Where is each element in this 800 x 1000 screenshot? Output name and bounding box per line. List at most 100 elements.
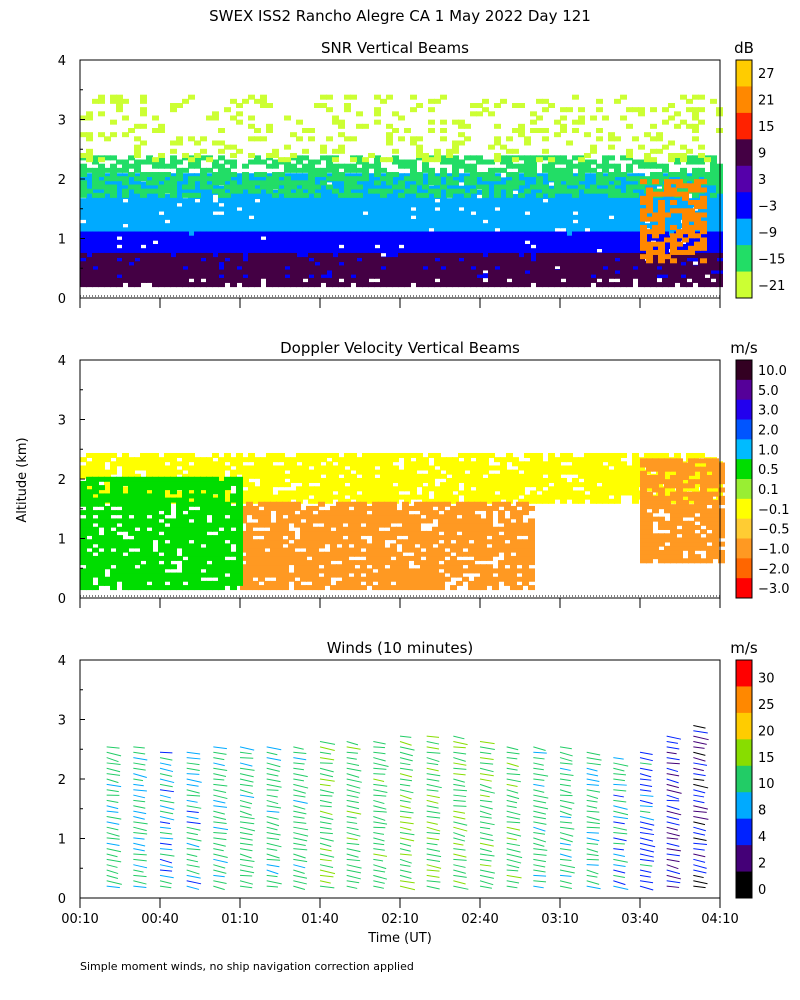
snr-cell <box>254 136 261 142</box>
snr-cell <box>416 235 423 241</box>
snr-cell <box>200 244 207 250</box>
doppler-cell <box>212 473 219 479</box>
snr-cell <box>272 159 279 165</box>
snr-cell <box>104 136 111 142</box>
snr-cell <box>662 206 669 212</box>
snr-cell <box>452 269 459 275</box>
snr-cell <box>362 157 369 163</box>
snr-cell <box>170 184 177 190</box>
snr-cell <box>278 257 285 263</box>
snr-cell <box>548 248 555 254</box>
snr-cell <box>566 248 573 254</box>
snr-cell <box>296 269 303 275</box>
snr-cell <box>596 265 603 271</box>
snr-cell <box>416 214 423 220</box>
snr-cell <box>326 189 333 195</box>
snr-cell <box>266 163 273 169</box>
snr-cell <box>122 98 129 104</box>
snr-cell <box>116 248 123 254</box>
snr-cell <box>98 227 105 233</box>
snr-cell <box>542 244 549 250</box>
snr-cell <box>614 167 621 173</box>
snr-cell <box>92 219 99 225</box>
snr-cell <box>416 210 423 216</box>
snr-cell <box>326 206 333 212</box>
snr-cell <box>116 181 123 187</box>
snr-cell <box>590 184 597 190</box>
doppler-cell <box>278 498 285 504</box>
snr-cell <box>242 235 249 241</box>
snr-cell <box>682 212 689 218</box>
snr-cell <box>272 277 279 283</box>
snr-cell <box>482 181 489 187</box>
snr-cell <box>640 237 647 243</box>
snr-cell <box>260 231 267 237</box>
snr-cell <box>482 235 489 241</box>
snr-cell <box>398 177 405 183</box>
snr-cell <box>536 273 543 279</box>
snr-cell <box>440 239 447 245</box>
snr-cell <box>482 176 489 182</box>
snr-cell <box>284 163 291 169</box>
doppler-cell <box>314 452 321 458</box>
snr-cell <box>380 157 387 163</box>
snr-cell <box>542 231 549 237</box>
snr-cell <box>158 261 165 267</box>
snr-cell <box>104 273 111 279</box>
snr-cell <box>518 163 525 169</box>
snr-cell <box>434 219 441 225</box>
snr-cell <box>464 277 471 283</box>
snr-cell <box>182 189 189 195</box>
snr-cell <box>338 132 345 138</box>
snr-cell <box>86 282 93 288</box>
snr-cell <box>284 252 291 258</box>
snr-cell <box>200 261 207 267</box>
snr-cell <box>320 148 327 154</box>
snr-cell <box>676 208 683 214</box>
doppler-cell <box>164 469 171 475</box>
doppler-cell <box>182 452 189 458</box>
snr-cell <box>194 173 201 179</box>
snr-cell <box>98 214 105 220</box>
snr-cell <box>272 273 279 279</box>
snr-cell <box>578 189 585 195</box>
snr-cell <box>248 198 255 204</box>
colorbar-swatch <box>736 245 752 273</box>
snr-cell <box>116 159 123 165</box>
doppler-cell <box>284 465 291 471</box>
snr-cell <box>296 192 303 198</box>
snr-cell <box>524 159 531 165</box>
snr-cell <box>116 202 123 208</box>
snr-cell <box>122 252 129 258</box>
snr-cell <box>254 277 261 283</box>
snr-cell <box>626 257 633 263</box>
snr-cell <box>320 252 327 258</box>
snr-cell <box>158 192 165 198</box>
snr-cell <box>512 163 519 169</box>
snr-cell <box>710 235 717 241</box>
snr-cell <box>602 210 609 216</box>
doppler-cell <box>284 494 291 500</box>
snr-cell <box>272 227 279 233</box>
snr-cell <box>530 119 537 125</box>
snr-cell <box>500 155 507 161</box>
doppler-cell <box>272 465 279 471</box>
snr-cell <box>476 244 483 250</box>
snr-cell <box>506 148 513 154</box>
doppler-cell <box>368 486 375 492</box>
snr-cell <box>632 173 639 179</box>
snr-cell <box>524 231 531 237</box>
snr-cell <box>266 103 273 109</box>
snr-cell <box>182 223 189 229</box>
snr-cell <box>266 180 273 186</box>
snr-cell <box>254 194 261 200</box>
snr-cell <box>518 257 525 263</box>
snr-cell <box>188 257 195 263</box>
snr-cell <box>464 261 471 267</box>
snr-cell <box>548 223 555 229</box>
doppler-cell <box>122 469 129 475</box>
doppler-cell <box>218 477 225 483</box>
snr-cell <box>428 167 435 173</box>
snr-cell <box>560 181 567 187</box>
